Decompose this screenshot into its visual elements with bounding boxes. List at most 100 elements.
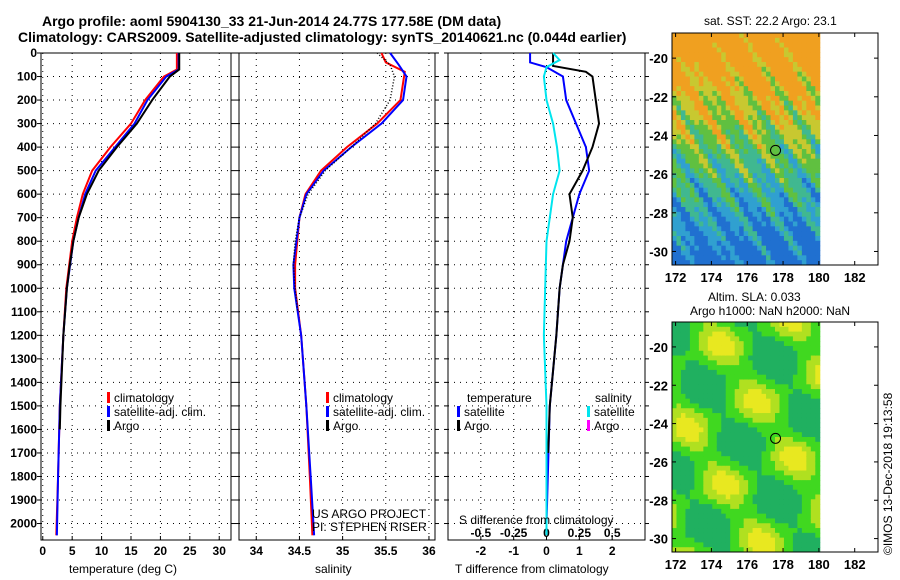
heatmap-cell (676, 528, 682, 534)
heatmap-cell (685, 336, 691, 342)
heatmap-cell (783, 532, 789, 539)
heatmap-cell (766, 456, 772, 462)
heatmap-cell (766, 523, 772, 529)
heatmap-cell (689, 153, 695, 160)
heatmap-cell (806, 153, 812, 160)
heatmap-cell (698, 192, 704, 198)
heatmap-cell (788, 393, 794, 400)
heatmap-cell (770, 149, 776, 155)
heatmap-cell (680, 47, 686, 53)
heatmap-cell (752, 542, 758, 548)
heatmap-cell (703, 398, 709, 404)
heatmap-cell (703, 393, 709, 400)
heatmap-cell (797, 475, 803, 481)
heatmap-cell (752, 475, 758, 481)
heatmap-cell (797, 508, 803, 515)
heatmap-cell (739, 115, 745, 121)
heatmap-cell (685, 360, 691, 366)
heatmap-cell (788, 417, 794, 424)
heatmap-cell (725, 144, 731, 150)
heatmap-cell (676, 532, 682, 539)
heatmap-cell (806, 379, 812, 385)
heatmap-cell (783, 465, 789, 472)
heatmap-cell (801, 504, 807, 510)
heatmap-cell (801, 110, 807, 116)
heatmap-cell (694, 456, 700, 462)
heatmap-cell (707, 336, 713, 342)
heatmap-cell (779, 182, 785, 189)
heatmap-cell (761, 336, 767, 342)
heatmap-cell (712, 149, 718, 155)
heatmap-cell (806, 47, 812, 53)
heatmap-cell (815, 105, 821, 111)
heatmap-cell (676, 81, 682, 87)
heatmap-cell (775, 475, 780, 481)
heatmap-cell (685, 168, 691, 174)
heatmap-cell (680, 494, 686, 500)
heatmap-cell (703, 326, 709, 333)
heatmap-cell (730, 369, 736, 376)
heatmap-cell (672, 389, 677, 395)
heatmap-cell (698, 331, 704, 337)
heatmap-cell (739, 365, 745, 371)
heatmap-cell (685, 202, 691, 208)
heatmap-cell (694, 432, 700, 438)
heatmap-cell (725, 374, 731, 380)
heatmap-cell (707, 365, 713, 371)
heatmap-cell (680, 86, 686, 92)
heatmap-cell (698, 42, 704, 48)
heatmap-cell (707, 216, 713, 222)
heatmap-cell (680, 336, 686, 342)
heatmap-cell (783, 187, 789, 193)
heatmap-cell (712, 62, 718, 68)
map-lat-tick-label: -26 (649, 455, 668, 470)
heatmap-cell (797, 374, 803, 380)
heatmap-cell (716, 417, 722, 424)
heatmap-cell (689, 178, 695, 184)
heatmap-cell (721, 451, 727, 457)
y-tick-label: 1500 (10, 399, 37, 413)
heatmap-cell (806, 480, 812, 486)
heatmap-cell (707, 260, 713, 266)
heatmap-cell (757, 120, 763, 126)
heatmap-cell (815, 91, 821, 97)
heatmap-cell (775, 528, 780, 534)
heatmap-cell (752, 422, 758, 428)
heatmap-cell (694, 513, 700, 519)
heatmap-cell (694, 173, 700, 179)
heatmap-cell (757, 168, 763, 174)
heatmap-cell (766, 489, 772, 495)
heatmap-cell (779, 403, 785, 409)
heatmap-cell (761, 499, 767, 505)
heatmap-cell (725, 168, 731, 174)
heatmap-cell (716, 528, 722, 534)
heatmap-cell (783, 153, 789, 160)
heatmap-cell (801, 537, 807, 543)
heatmap-cell (694, 144, 700, 150)
heatmap-cell (739, 437, 745, 443)
heatmap-cell (716, 236, 722, 242)
heatmap-cell (757, 260, 763, 266)
heatmap-cell (707, 192, 713, 198)
heatmap-cell (766, 513, 772, 519)
heatmap-cell (779, 326, 785, 333)
heatmap-cell (730, 379, 736, 385)
heatmap-cell (730, 207, 736, 213)
heatmap-cell (685, 437, 691, 443)
heatmap-cell (792, 231, 798, 237)
heatmap-cell (685, 504, 691, 510)
heatmap-cell (698, 360, 704, 366)
heatmap-cell (734, 489, 740, 495)
heatmap-cell (770, 33, 776, 39)
heatmap-cell (792, 341, 798, 347)
heatmap-cell (757, 231, 763, 237)
heatmap-cell (748, 168, 754, 174)
heatmap-cell (766, 504, 772, 510)
heatmap-cell (788, 504, 794, 510)
heatmap-cell (761, 52, 767, 58)
heatmap-cell (676, 355, 682, 361)
heatmap-cell (752, 173, 758, 179)
heatmap-cell (752, 451, 758, 457)
y-tick-label: 400 (17, 140, 37, 154)
heatmap-cell (725, 322, 731, 328)
